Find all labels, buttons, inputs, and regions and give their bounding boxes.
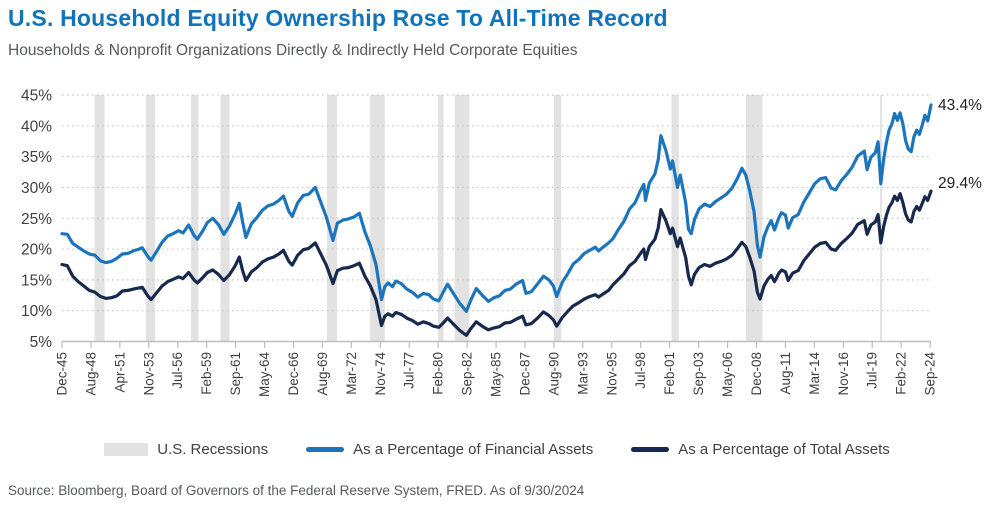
x-axis-tick-label: Mar-93 <box>575 352 590 395</box>
y-axis-tick-label: 10% <box>21 303 52 320</box>
x-axis-tick-label: Nov-95 <box>604 352 619 396</box>
recession-band-swatch <box>104 443 149 456</box>
y-axis-tick-label: 40% <box>21 118 52 135</box>
x-axis-tick-label: May-64 <box>257 352 272 398</box>
y-axis-tick-label: 35% <box>21 149 52 166</box>
recession-band <box>671 95 679 342</box>
series-end-value-label: 43.4% <box>938 97 982 114</box>
page-title: U.S. Household Equity Ownership Rose To … <box>8 5 668 31</box>
x-axis-tick-label: Jul-98 <box>633 352 648 389</box>
x-axis-tick-label: Mar-14 <box>807 352 822 395</box>
x-axis-tick-label: Feb-01 <box>662 352 677 395</box>
x-axis-tick-label: Feb-22 <box>894 352 909 395</box>
x-axis-tick-label: Jul-77 <box>402 352 417 389</box>
x-axis-tick-label: Sep-61 <box>228 352 243 396</box>
x-axis-tick-label: Aug-90 <box>546 352 561 396</box>
recession-band <box>146 95 156 342</box>
x-axis-tick-label: May-85 <box>489 352 504 397</box>
x-axis-tick-label: Feb-80 <box>431 352 446 395</box>
x-axis-tick-label: Jul-56 <box>170 352 185 389</box>
total-assets-line <box>60 189 933 337</box>
total-assets-line-swatch <box>631 447 670 452</box>
legend-item-total-assets: As a Percentage of Total Assets <box>631 441 890 458</box>
x-axis-tick-label: Sep-03 <box>691 352 706 396</box>
recession-band <box>191 95 199 342</box>
x-axis-tick-label: Dec-08 <box>749 352 764 396</box>
legend-item-financial-assets: As a Percentage of Financial Assets <box>306 441 593 458</box>
x-axis-tick-label: Dec-87 <box>517 352 532 396</box>
x-axis-tick-label: May-06 <box>720 352 735 397</box>
x-axis-tick-label: Sep-24 <box>923 352 938 396</box>
recession-band <box>880 95 882 342</box>
x-axis-tick-label: Nov-16 <box>836 352 851 396</box>
financial-assets-line <box>60 103 933 313</box>
y-axis-tick-label: 25% <box>21 211 52 228</box>
x-axis-tick-label: Aug-11 <box>778 352 793 395</box>
legend-label-total-assets: As a Percentage of Total Assets <box>678 441 890 458</box>
y-axis-tick-label: 5% <box>30 334 53 351</box>
y-axis-tick-label: 45% <box>21 88 52 105</box>
source-note: Source: Bloomberg, Board of Governors of… <box>8 483 585 498</box>
recession-band <box>438 95 444 342</box>
chart-subtitle: Households & Nonprofit Organizations Dir… <box>8 42 578 59</box>
legend: U.S. Recessions As a Percentage of Finan… <box>0 441 994 458</box>
y-axis-tick-label: 15% <box>21 272 52 289</box>
legend-label-recessions: U.S. Recessions <box>157 441 269 458</box>
financial-assets-line-swatch <box>306 447 345 452</box>
legend-item-recessions: U.S. Recessions <box>104 441 268 458</box>
recession-band <box>94 95 105 342</box>
legend-label-financial-assets: As a Percentage of Financial Assets <box>353 441 594 458</box>
line-chart: 45% 40% 35% 30% 25% 20% 15% 10% 5%Dec-45 Aug-48 Ap… <box>21 88 982 398</box>
x-axis-tick-label: Feb-59 <box>199 352 214 395</box>
recession-band <box>220 95 230 342</box>
x-axis-tick-label: Aug-48 <box>83 352 98 396</box>
y-axis-tick-label: 30% <box>21 180 52 197</box>
x-axis-tick-label: Sep-82 <box>460 352 475 396</box>
y-axis-tick-label: 20% <box>21 242 52 259</box>
x-axis-tick-label: Dec-66 <box>286 352 301 396</box>
series-end-value-label: 29.4% <box>938 175 982 192</box>
x-axis-tick-label: Aug-69 <box>315 352 330 396</box>
x-axis-tick-label: Apr-51 <box>112 352 127 393</box>
x-axis-tick-label: Dec-45 <box>55 352 70 396</box>
x-axis-tick-label: Mar-72 <box>344 352 359 395</box>
x-axis-tick-label: Jul-19 <box>865 352 880 389</box>
x-axis-tick-label: Nov-53 <box>141 352 156 396</box>
x-axis-tick-label: Nov-74 <box>373 352 388 396</box>
